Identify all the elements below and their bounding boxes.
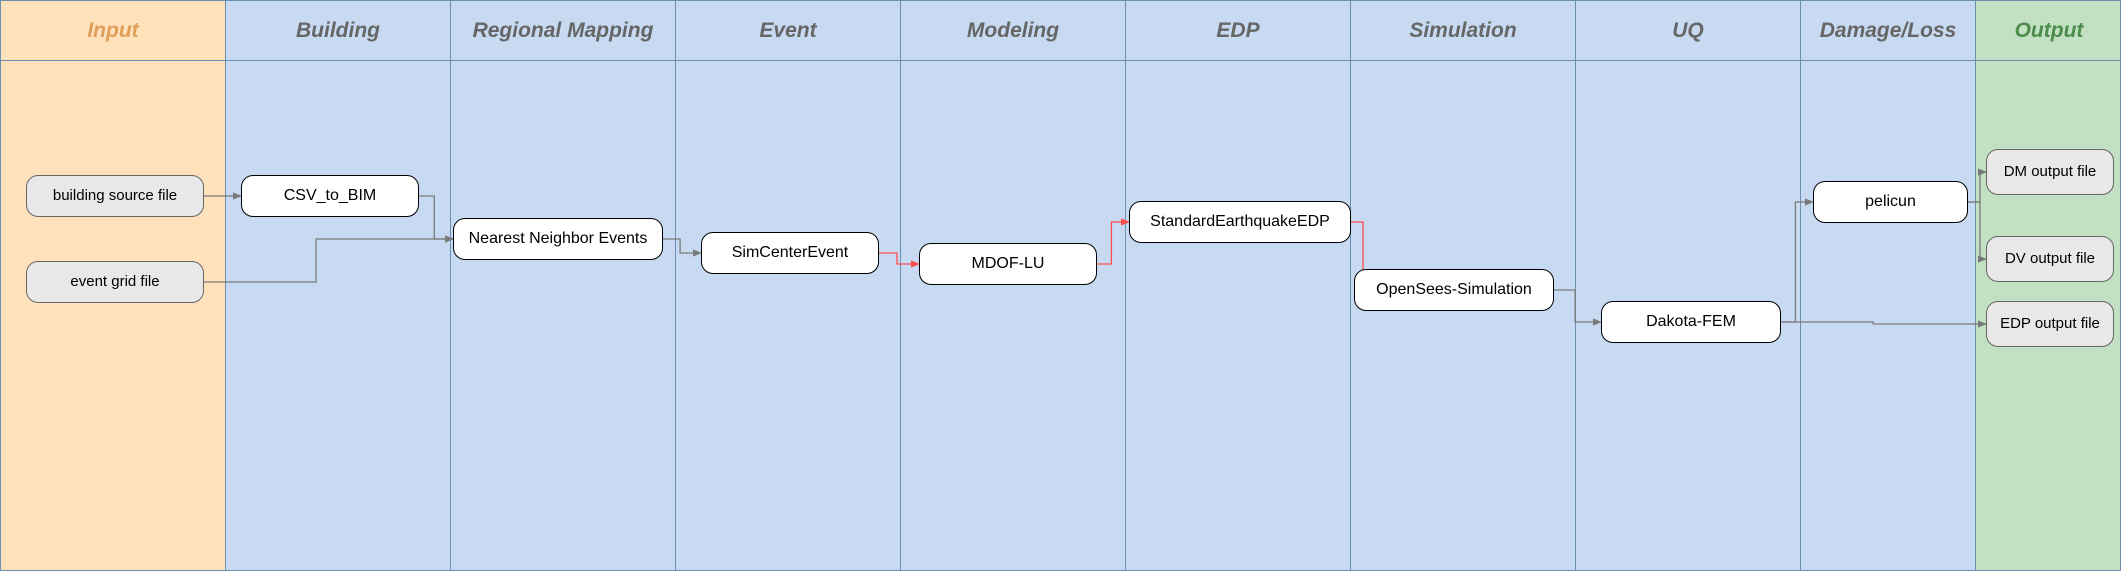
column-header: Regional Mapping (451, 1, 675, 61)
node-n_ops: OpenSees-Simulation (1354, 269, 1554, 311)
column-header: Event (676, 1, 900, 61)
column-header: Damage/Loss (1801, 1, 1975, 61)
node-n_edpout: EDP output file (1986, 301, 2114, 347)
node-n_stdedp: StandardEarthquakeEDP (1129, 201, 1351, 243)
node-n_sce: SimCenterEvent (701, 232, 879, 274)
column-c_edp: EDP (1126, 1, 1351, 570)
column-header: Simulation (1351, 1, 1575, 61)
column-c_event: Event (676, 1, 901, 570)
column-c_regmap: Regional Mapping (451, 1, 676, 570)
node-n_nne: Nearest Neighbor Events (453, 218, 663, 260)
column-header: Output (1976, 1, 2121, 61)
node-n_src: building source file (26, 175, 204, 217)
column-header: EDP (1126, 1, 1350, 61)
node-n_pelicun: pelicun (1813, 181, 1968, 223)
column-c_model: Modeling (901, 1, 1126, 570)
workflow-diagram: InputBuildingRegional MappingEventModeli… (0, 0, 2121, 571)
node-n_mdof: MDOF-LU (919, 243, 1097, 285)
column-header: Building (226, 1, 450, 61)
node-n_dm: DM output file (1986, 149, 2114, 195)
node-n_dakota: Dakota-FEM (1601, 301, 1781, 343)
node-n_dv: DV output file (1986, 236, 2114, 282)
column-c_building: Building (226, 1, 451, 570)
column-c_output: Output (1976, 1, 2121, 570)
column-c_uq: UQ (1576, 1, 1801, 570)
column-header: Modeling (901, 1, 1125, 61)
column-header: Input (1, 1, 225, 61)
column-header: UQ (1576, 1, 1800, 61)
column-c_dl: Damage/Loss (1801, 1, 1976, 570)
node-n_grid: event grid file (26, 261, 204, 303)
node-n_csv: CSV_to_BIM (241, 175, 419, 217)
